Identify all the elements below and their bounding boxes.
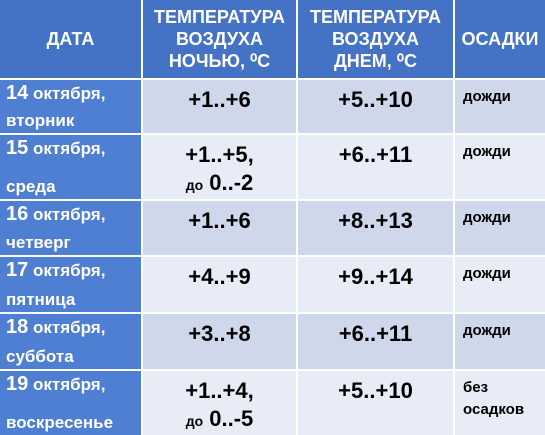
night-cell: +3..+8 — [143, 314, 296, 369]
night-temp: +4..+9 — [188, 264, 251, 289]
header-cell: ТЕМПЕРАТУРА ВОЗДУХА ДНЕМ, ⁰С — [298, 0, 453, 78]
header-text: ТЕМПЕРАТУРА ВОЗДУХА НОЧЬЮ, ⁰С — [153, 7, 286, 71]
night-temp: +1..+4, — [185, 378, 254, 403]
precip-cell: дожди — [455, 201, 545, 255]
precip: дожди — [463, 209, 511, 226]
night-extra-line: до 0..-2 — [143, 169, 296, 199]
day-cell: +5..+10 — [298, 80, 453, 133]
header-cell: ОСАДКИ — [455, 0, 545, 78]
day-cell: +6..+11 — [298, 314, 453, 369]
day-cell: +6..+11 — [298, 135, 453, 199]
date-line: 17 октября, — [6, 259, 135, 282]
night-cell: +1..+6 — [143, 80, 296, 133]
day-temp: +5..+10 — [338, 378, 413, 403]
precip: дожди — [463, 265, 511, 282]
day: 17 — [6, 259, 29, 281]
weekday: вторник — [6, 111, 75, 130]
date-line: 18 октября, — [6, 316, 135, 339]
day: 19 — [6, 373, 29, 395]
date-line: 19 октября, — [6, 373, 135, 396]
day-temp: +5..+10 — [338, 87, 413, 112]
header-text: ДАТА — [46, 29, 95, 49]
night-extra: 0..-2 — [209, 170, 254, 195]
date-line: 14 октября, — [6, 82, 135, 105]
date-cell: 14 октября, вторник — [0, 80, 141, 133]
header-cell: ДАТА — [0, 0, 141, 78]
weekday: четверг — [6, 233, 71, 252]
day-temp: +8..+13 — [338, 208, 413, 233]
weekday: воскресенье — [6, 413, 114, 432]
month: октября, — [32, 375, 106, 394]
night-temp: +1..+5, — [185, 142, 254, 167]
day-cell: +5..+10 — [298, 371, 453, 435]
date-cell: 15 октября, среда — [0, 135, 141, 199]
night-extra-line: до 0..-5 — [143, 405, 296, 435]
date-line: 16 октября, — [6, 203, 135, 226]
date-cell: 18 октября, суббота — [0, 314, 141, 369]
precip-cell: дожди — [455, 314, 545, 369]
night-temp: +1..+6 — [188, 208, 251, 233]
month: октября, — [32, 318, 106, 337]
day-cell: +8..+13 — [298, 201, 453, 255]
month: октября, — [32, 205, 106, 224]
header-cell: ТЕМПЕРАТУРА ВОЗДУХА НОЧЬЮ, ⁰С — [143, 0, 296, 78]
precip-cell: дожди — [455, 135, 545, 199]
night-temp: +3..+8 — [188, 321, 251, 346]
day: 15 — [6, 137, 29, 159]
night-cell: +1..+4, до 0..-5 — [143, 371, 296, 435]
day-temp: +6..+11 — [338, 142, 413, 167]
month: октября, — [32, 261, 106, 280]
night-prefix: до — [185, 177, 204, 193]
month: октября, — [32, 84, 106, 103]
month: октября, — [32, 139, 106, 158]
header-text: ТЕМПЕРАТУРА ВОЗДУХА ДНЕМ, ⁰С — [309, 7, 442, 71]
weekday: среда — [6, 177, 56, 196]
night-cell: +4..+9 — [143, 257, 296, 312]
date-cell: 19 октября, воскресенье — [0, 371, 141, 435]
day: 16 — [6, 203, 29, 225]
night-prefix: до — [185, 413, 204, 429]
precip: дожди — [463, 322, 511, 339]
weekday: суббота — [6, 347, 74, 366]
precip-cell: без осадков — [455, 371, 545, 435]
date-cell: 16 октября, четверг — [0, 201, 141, 255]
day-temp: +6..+11 — [338, 321, 413, 346]
precip-cell: дожди — [455, 80, 545, 133]
night-cell: +1..+6 — [143, 201, 296, 255]
weekday: пятница — [6, 290, 76, 309]
day: 18 — [6, 316, 29, 338]
night-cell: +1..+5, до 0..-2 — [143, 135, 296, 199]
precip: без осадков — [463, 379, 525, 418]
precip: дожди — [463, 143, 511, 160]
date-line: 15 октября, — [6, 137, 135, 160]
day: 14 — [6, 82, 29, 104]
day-temp: +9..+14 — [338, 264, 413, 289]
header-text: ОСАДКИ — [461, 29, 539, 49]
precip: дожди — [463, 88, 511, 105]
night-temp: +1..+6 — [188, 87, 251, 112]
precip-cell: дожди — [455, 257, 545, 312]
day-cell: +9..+14 — [298, 257, 453, 312]
date-cell: 17 октября, пятница — [0, 257, 141, 312]
night-extra: 0..-5 — [209, 406, 254, 431]
